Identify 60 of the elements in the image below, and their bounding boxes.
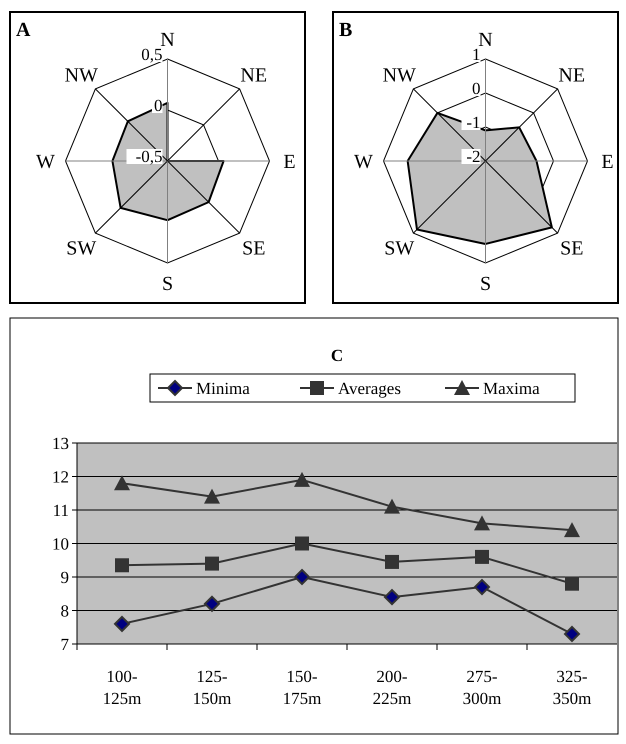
point xyxy=(475,550,489,564)
spoke-label: SE xyxy=(242,237,266,260)
chart-title: C xyxy=(330,346,344,365)
spoke-label: N xyxy=(478,29,493,51)
y-tick-label: 12 xyxy=(52,468,69,486)
x-tick-label: 100-125m xyxy=(102,667,142,708)
point xyxy=(564,522,580,538)
spoke-label: NW xyxy=(382,64,416,87)
legend-label: Minima xyxy=(196,379,250,398)
point xyxy=(564,626,580,642)
spoke-label: E xyxy=(283,151,296,173)
point xyxy=(115,558,129,572)
y-tick-label: 1 xyxy=(472,45,480,64)
y-tick-label: 0 xyxy=(154,96,162,115)
legend-label: Maxima xyxy=(483,379,540,398)
spoke-label: E xyxy=(601,151,614,173)
point xyxy=(565,576,579,591)
spoke-label: NW xyxy=(64,64,98,87)
spoke-label: NE xyxy=(558,64,586,87)
point xyxy=(204,488,220,504)
spoke-label: SE xyxy=(560,237,584,260)
point xyxy=(114,475,130,490)
point xyxy=(474,579,490,596)
x-tick-label: 275-300m xyxy=(462,667,502,708)
point xyxy=(204,596,220,612)
x-tick-label: 200-225m xyxy=(372,667,412,708)
point xyxy=(385,554,399,569)
y-tick-label: -2 xyxy=(466,147,480,166)
y-tick-label: 13 xyxy=(52,434,69,453)
spoke-label: NE xyxy=(240,64,268,87)
chart-title: B xyxy=(339,19,352,41)
x-tick-label: 125-150m xyxy=(192,667,232,708)
spoke-label: S xyxy=(480,273,492,295)
x-tick-label: 150-175m xyxy=(282,667,322,708)
y-tick-label: 11 xyxy=(52,501,69,520)
point xyxy=(474,515,490,530)
y-tick-label: 7 xyxy=(60,635,70,654)
chart-title: A xyxy=(16,19,31,41)
point xyxy=(294,472,310,487)
point xyxy=(114,616,130,632)
y-tick-label: -0,5 xyxy=(136,147,162,166)
x-tick-label: 325-350m xyxy=(552,667,592,708)
point xyxy=(294,569,310,585)
y-tick-label: 0 xyxy=(472,79,480,98)
spoke-label: S xyxy=(162,273,174,295)
y-tick-label: 8 xyxy=(60,602,69,620)
y-tick-label: 0,5 xyxy=(141,45,162,64)
y-tick-label: -1 xyxy=(466,113,480,132)
point xyxy=(384,498,400,514)
point xyxy=(205,556,219,571)
spoke-label: N xyxy=(160,29,175,51)
spoke-label: W xyxy=(36,151,56,173)
y-tick-label: 9 xyxy=(60,568,69,587)
spoke-label: SW xyxy=(384,237,414,260)
point xyxy=(295,536,309,550)
spoke-label: SW xyxy=(66,237,96,260)
spoke-label: W xyxy=(354,151,374,173)
y-tick-label: 10 xyxy=(52,534,69,554)
point xyxy=(384,589,400,606)
legend-label: Averages xyxy=(338,379,401,398)
